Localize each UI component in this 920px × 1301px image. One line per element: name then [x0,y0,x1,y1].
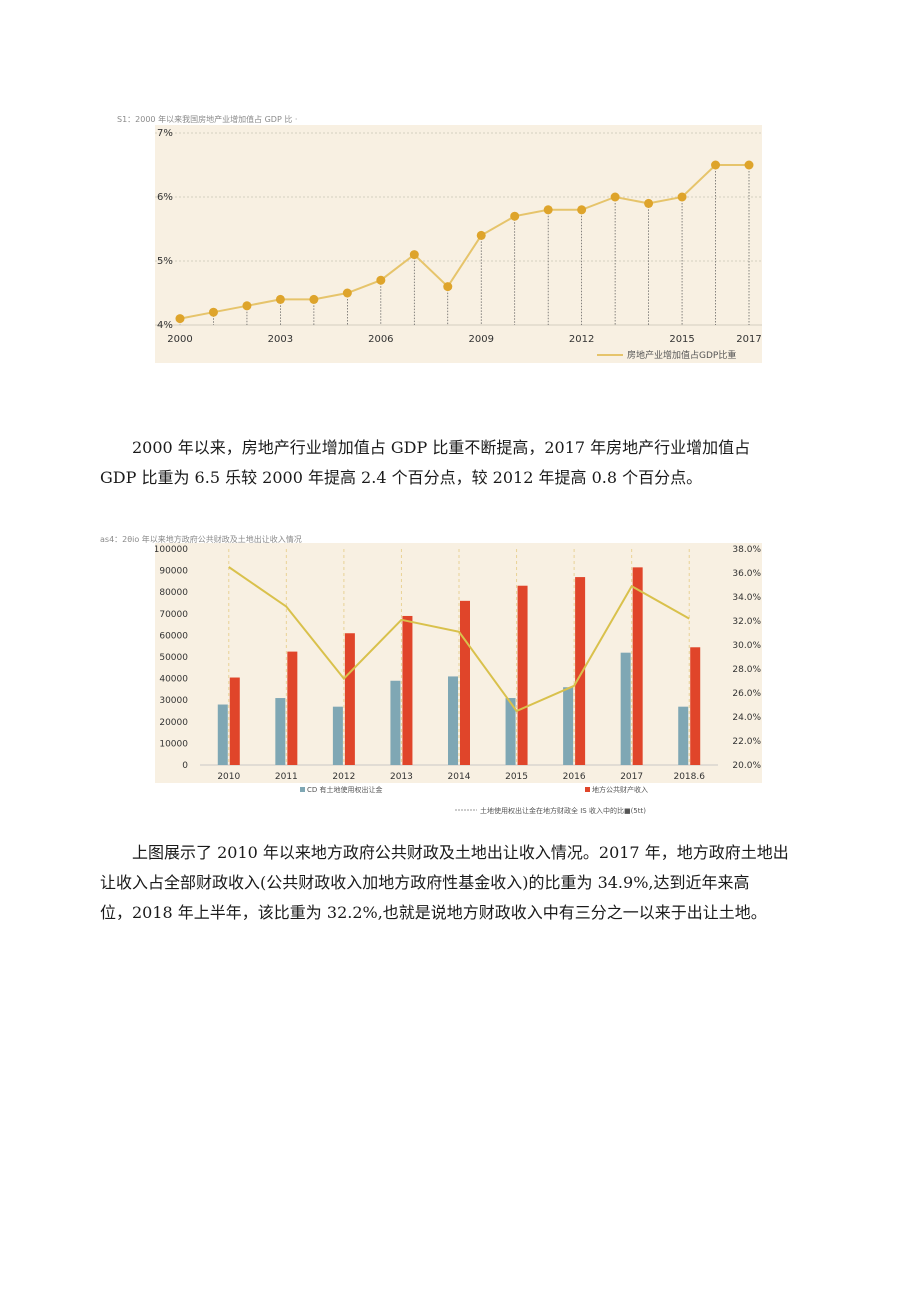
chart1-data-point [644,198,654,208]
chart2-y-right-tick-label: 34.0% [732,593,761,603]
chart2-bar-land-sale [563,687,574,765]
chart2-y-right-tick-label: 30.0% [732,641,761,651]
chart2-bar-public-revenue [402,615,413,765]
chart1-data-point [443,282,453,292]
chart1-data-point [610,192,620,202]
chart2-x-tick-label: 2016 [563,772,586,782]
chart1-data-point [510,211,520,221]
chart2-y-left-tick-label: 90000 [159,567,188,577]
chart2-x-tick-label: 2014 [448,772,471,782]
chart2-legend-swatch-2 [585,787,590,792]
chart2-bar-land-sale [448,676,458,765]
chart1-data-point [376,275,386,285]
chart2-bar-land-sale [390,680,401,765]
chart1-x-tick-label: 2017 [736,334,761,345]
chart1-x-tick-label: 2015 [669,334,694,345]
chart2-y-left-tick-label: 80000 [159,588,188,598]
chart2-y-right-tick-label: 32.0% [732,617,761,627]
chart2-y-right-tick-label: 36.0% [732,569,761,579]
chart1-y-tick-label: 7% [157,128,173,139]
chart2-bar-public-revenue [229,677,240,765]
chart2-y-left-tick-label: 60000 [159,631,188,641]
chart2-legend-label-3: 土地使用权出让金在地方财政全 IS 收入中的比■(5tt) [480,806,646,815]
chart1-y-tick-label: 6% [157,192,173,203]
chart1-x-tick-label: 2000 [167,334,192,345]
chart2-y-left-tick-label: 40000 [159,675,188,685]
chart2-y-right-tick-label: 22.0% [732,737,761,747]
paragraph-2: 上图展示了 2010 年以来地方政府公共财政及土地出让收入情况。2017 年，地… [100,838,790,928]
chart1-data-point [744,160,754,170]
paragraph-2-line-3: 位，2018 年上半年，该比重为 32.2%,也就是说地方财政收入中有三分之一以… [100,903,767,922]
chart2-y-left-tick-label: 10000 [159,739,188,749]
chart2-y-left-tick-label: 30000 [159,696,188,706]
paragraph-2-line-1: 上图展示了 2010 年以来地方政府公共财政及土地出让收入情况。2017 年，地… [132,843,789,862]
chart2-bar-public-revenue [690,647,701,765]
chart2-bar-land-sale [678,706,689,765]
chart1-data-point [275,294,285,304]
chart2-x-tick-label: 2012 [332,772,355,782]
chart1-y-tick-label: 5% [157,256,173,267]
chart2-bar-land-sale [217,704,228,765]
chart2-ratio-line [228,566,690,713]
chart1-data-point [242,301,252,311]
chart1-data-point [309,294,319,304]
paragraph-1-line-2: GDP 比重为 6.5 乐较 2000 年提高 2.4 个百分点，较 2012 … [100,468,703,487]
land-revenue-combo-chart: 1000009000080000700006000050000400003000… [155,543,762,815]
chart1-legend-label: 房地产业增加值占GDP比重 [627,349,736,361]
chart2-x-tick-label: 2010 [217,772,240,782]
chart2-bar-public-revenue [344,633,355,765]
chart2-bar-public-revenue [517,585,528,765]
chart2-bar-public-revenue [287,651,298,765]
chart2-y-right-tick-label: 28.0% [732,665,761,675]
chart2-x-tick-label: 2015 [505,772,528,782]
chart2-bar-public-revenue [460,600,470,765]
chart2-bar-land-sale [620,652,631,765]
chart2-y-left-tick-label: 70000 [159,610,188,620]
chart1-x-tick-label: 2006 [368,334,393,345]
chart1-data-point [208,307,218,317]
chart2-bar-land-sale [275,698,286,765]
chart2-x-tick-label: 2013 [390,772,413,782]
chart2-y-left-tick-label: 20000 [159,718,188,728]
chart2-caption: as4：2θio 年以来地方政府公共财政及土地出让收入情况 [100,535,302,544]
chart1-data-point [409,250,419,260]
chart2-y-left-tick-label: 50000 [159,653,188,663]
chart2-y-right-tick-label: 26.0% [732,689,761,699]
chart1-caption: S1：2000 年以来我国房地产业增加值占 GDP 比 · [117,115,298,124]
chart1-data-point [577,205,587,215]
chart1-x-tick-label: 2003 [268,334,293,345]
chart1-x-tick-label: 2012 [569,334,594,345]
chart2-bar-land-sale [505,698,516,765]
chart2-y-right-tick-label: 38.0% [732,545,761,555]
chart2-bar-land-sale [332,706,343,765]
chart1-data-point [543,205,553,215]
chart1-series-line [179,164,749,320]
chart1-data-point [711,160,721,170]
chart2-y-left-tick-label: 0 [182,761,188,771]
chart2-y-left-tick-label: 100000 [155,545,188,555]
chart2-y-right-tick-label: 20.0% [732,761,761,771]
chart1-y-tick-label: 4% [157,320,173,331]
chart2-legend-swatch-1 [300,787,305,792]
gdp-share-line-chart: 4% 5% 6% 7% 2000 2003 2006 2009 2012 2015 2017 房地… [155,125,762,363]
chart2-x-tick-label: 2018.6 [673,772,705,782]
chart1-background [155,125,762,363]
chart2-bar-public-revenue [632,567,643,765]
chart1-data-point [677,192,687,202]
paragraph-1: 2000 年以来，房地产行业增加值占 GDP 比重不断提高，2017 年房地产行… [100,433,790,493]
chart2-legend-label-1: CD 有土地使用权出让金 [307,785,383,794]
chart2-x-tick-label: 2011 [275,772,298,782]
chart1-data-point [476,230,486,240]
paragraph-1-line-1: 2000 年以来，房地产行业增加值占 GDP 比重不断提高，2017 年房地产行… [132,438,751,457]
chart2-x-tick-label: 2017 [620,772,643,782]
chart2-y-right-tick-label: 24.0% [732,713,761,723]
chart1-data-point [342,288,352,298]
chart1-data-point [175,314,185,324]
chart2-bar-public-revenue [575,577,586,765]
chart1-x-tick-label: 2009 [469,334,494,345]
paragraph-2-line-2: 让收入占全部财政收入(公共财政收入加地方政府性基金收入)的比重为 34.9%,达… [100,873,750,892]
chart2-legend-label-2: 地方公共财产收入 [592,785,648,794]
